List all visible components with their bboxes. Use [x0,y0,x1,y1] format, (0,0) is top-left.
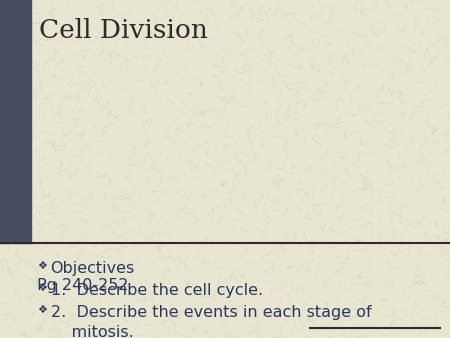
Text: 2.  Describe the events in each stage of
    mitosis.: 2. Describe the events in each stage of … [50,305,371,338]
Bar [0,0,31,243]
Text: ❖: ❖ [36,305,47,315]
Text: ❖: ❖ [36,283,47,293]
Text: ❖: ❖ [36,261,47,271]
Text: Cell Division: Cell Division [39,18,207,43]
Text: Pg 240-252: Pg 240-252 [36,278,128,293]
Text: 1.  Describe the cell cycle.: 1. Describe the cell cycle. [50,283,263,298]
Text: Objectives: Objectives [50,261,135,276]
